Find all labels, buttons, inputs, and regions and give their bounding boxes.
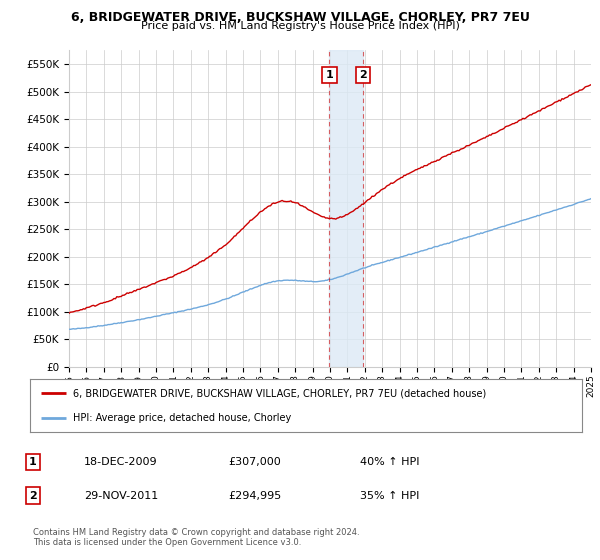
Text: 6, BRIDGEWATER DRIVE, BUCKSHAW VILLAGE, CHORLEY, PR7 7EU (detached house): 6, BRIDGEWATER DRIVE, BUCKSHAW VILLAGE, … <box>73 389 487 399</box>
Text: £307,000: £307,000 <box>228 457 281 467</box>
Text: £294,995: £294,995 <box>228 491 281 501</box>
Text: Contains HM Land Registry data © Crown copyright and database right 2024.
This d: Contains HM Land Registry data © Crown c… <box>33 528 359 547</box>
Text: 35% ↑ HPI: 35% ↑ HPI <box>360 491 419 501</box>
Text: 1: 1 <box>29 457 37 467</box>
Text: 1: 1 <box>325 70 333 80</box>
Text: 40% ↑ HPI: 40% ↑ HPI <box>360 457 419 467</box>
Text: 29-NOV-2011: 29-NOV-2011 <box>84 491 158 501</box>
Text: HPI: Average price, detached house, Chorley: HPI: Average price, detached house, Chor… <box>73 413 292 423</box>
Text: 18-DEC-2009: 18-DEC-2009 <box>84 457 158 467</box>
Text: 2: 2 <box>359 70 367 80</box>
Text: 2: 2 <box>29 491 37 501</box>
Text: Price paid vs. HM Land Registry's House Price Index (HPI): Price paid vs. HM Land Registry's House … <box>140 21 460 31</box>
Bar <box>329 50 363 367</box>
Text: 6, BRIDGEWATER DRIVE, BUCKSHAW VILLAGE, CHORLEY, PR7 7EU: 6, BRIDGEWATER DRIVE, BUCKSHAW VILLAGE, … <box>71 11 529 24</box>
